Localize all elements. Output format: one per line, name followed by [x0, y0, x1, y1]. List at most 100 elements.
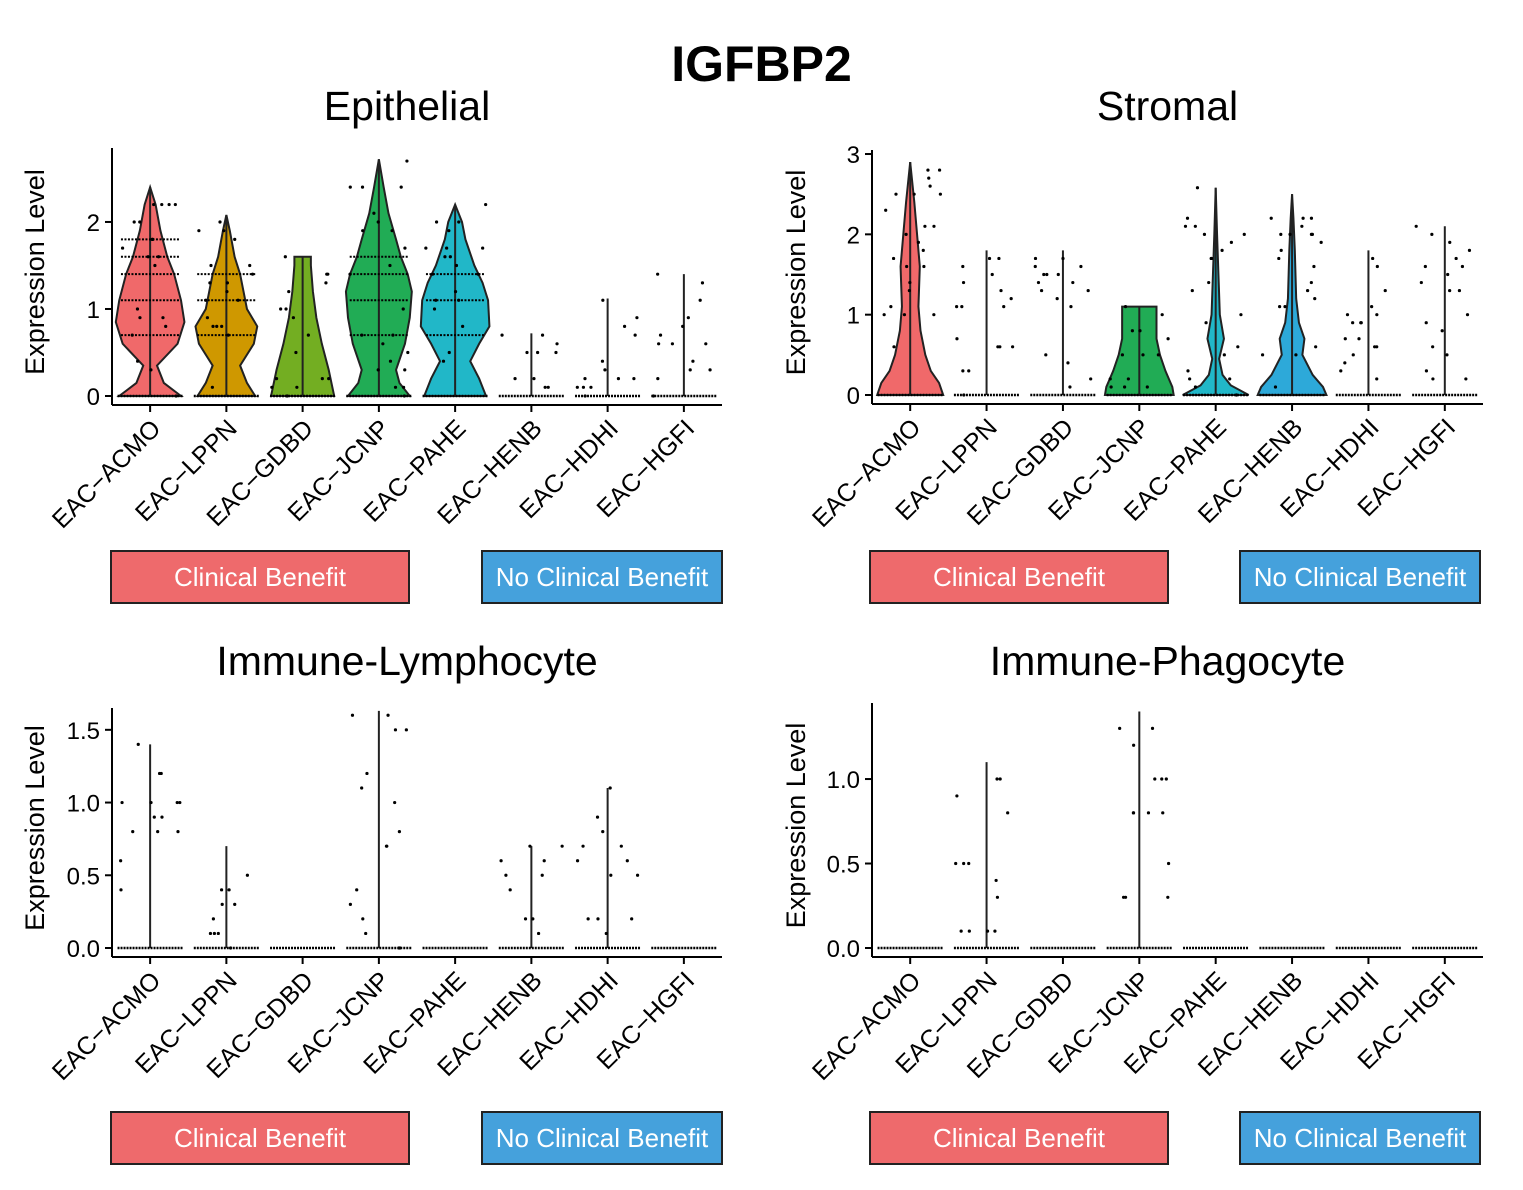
- jitter-point: [1446, 272, 1450, 277]
- jitter-point: [1460, 264, 1465, 269]
- jitter-point: [119, 888, 123, 892]
- jitter-point: [961, 280, 966, 285]
- jitter-point: [1166, 861, 1171, 866]
- violin-eac-gdbd: [269, 255, 336, 398]
- jitter-point: [393, 385, 398, 389]
- jitter-point: [1431, 345, 1435, 349]
- jitter-point: [540, 873, 544, 877]
- jitter-point: [955, 794, 959, 798]
- jitter-point: [174, 394, 178, 398]
- jitter-point: [178, 800, 182, 805]
- jitter-point: [1370, 305, 1374, 309]
- clinical-benefit-banner: Clinical Benefit: [869, 1111, 1169, 1165]
- jitter-point: [233, 237, 237, 241]
- jitter-point: [536, 350, 540, 355]
- jitter-point: [1138, 329, 1142, 333]
- jitter-point: [388, 263, 392, 268]
- jitter-point: [1190, 288, 1194, 293]
- jitter-point: [245, 873, 249, 877]
- jitter-point: [609, 873, 613, 877]
- jitter-point: [131, 830, 135, 834]
- jitter-point: [595, 815, 600, 819]
- violin-eac-jcnp: [346, 710, 412, 950]
- jitter-point: [441, 359, 446, 363]
- jitter-point: [434, 298, 438, 302]
- jitter-point: [151, 237, 155, 241]
- jitter-point: [248, 263, 252, 268]
- jitter-point: [1055, 297, 1059, 301]
- clinical-benefit-banner: Clinical Benefit: [869, 550, 1169, 604]
- jitter-point: [461, 324, 465, 328]
- jitter-point: [401, 385, 406, 389]
- jitter-point: [1122, 385, 1127, 389]
- jitter-point: [215, 324, 219, 328]
- jitter-point: [1273, 385, 1278, 389]
- jitter-point: [283, 255, 287, 259]
- jitter-point: [625, 859, 629, 863]
- jitter-point: [1166, 337, 1170, 341]
- jitter-point: [1061, 256, 1065, 261]
- jitter-point: [432, 307, 437, 311]
- jitter-point: [955, 305, 959, 309]
- jitter-point: [1056, 272, 1060, 277]
- y-tick-label: 0.5: [827, 852, 860, 879]
- jitter-point: [581, 844, 585, 848]
- jitter-point: [149, 368, 153, 372]
- jitter-point: [1239, 313, 1243, 317]
- jitter-point: [908, 280, 912, 285]
- jitter-point: [635, 873, 640, 877]
- jitter-point: [1319, 240, 1323, 244]
- jitter-point: [1193, 224, 1197, 228]
- jitter-point: [583, 376, 587, 381]
- jitter-point: [1156, 353, 1160, 357]
- jitter-point: [912, 192, 916, 196]
- jitter-point: [211, 917, 216, 921]
- jitter-point: [1204, 321, 1208, 325]
- jitter-point: [399, 185, 403, 189]
- jitter-point: [1123, 895, 1128, 899]
- jitter-point: [274, 376, 279, 381]
- jitter-point: [393, 800, 397, 805]
- jitter-point: [406, 350, 410, 355]
- jitter-point: [152, 815, 156, 819]
- jitter-point: [225, 281, 229, 285]
- jitter-point: [1301, 216, 1305, 220]
- jitter-point: [204, 298, 208, 302]
- jitter-point: [1371, 256, 1375, 261]
- jitter-point: [586, 917, 590, 921]
- jitter-point: [138, 220, 142, 224]
- violin-eac-lppn: [193, 846, 259, 950]
- panel-title: Stromal: [1097, 83, 1238, 129]
- jitter-point: [149, 800, 153, 805]
- y-tick-label: 1.0: [827, 767, 860, 794]
- violin-eac-pahe: [1182, 186, 1250, 397]
- jitter-point: [1086, 288, 1090, 293]
- jitter-point: [608, 786, 612, 790]
- jitter-point: [633, 333, 637, 337]
- jitter-point: [698, 298, 702, 302]
- jitter-point: [1066, 361, 1070, 365]
- jitter-point: [1283, 305, 1287, 309]
- jitter-point: [404, 728, 408, 732]
- jitter-point: [1166, 895, 1170, 899]
- jitter-point: [403, 368, 407, 372]
- jitter-point: [1228, 377, 1232, 381]
- jitter-point: [173, 202, 177, 207]
- jitter-point: [388, 359, 393, 363]
- jitter-point: [1153, 777, 1157, 781]
- jitter-point: [1279, 232, 1283, 236]
- jitter-point: [1068, 385, 1072, 389]
- jitter-point: [156, 255, 161, 259]
- violin-eac-henb: [498, 844, 564, 950]
- jitter-point: [1207, 280, 1211, 285]
- jitter-point: [1131, 811, 1136, 815]
- jitter-point: [146, 255, 150, 259]
- violin-eac-hgfi: [1412, 224, 1478, 397]
- jitter-point: [1278, 305, 1282, 309]
- jitter-point: [205, 316, 210, 320]
- jitter-point: [1130, 329, 1134, 333]
- jitter-point: [928, 184, 932, 188]
- jitter-point: [540, 333, 545, 337]
- jitter-point: [295, 385, 299, 389]
